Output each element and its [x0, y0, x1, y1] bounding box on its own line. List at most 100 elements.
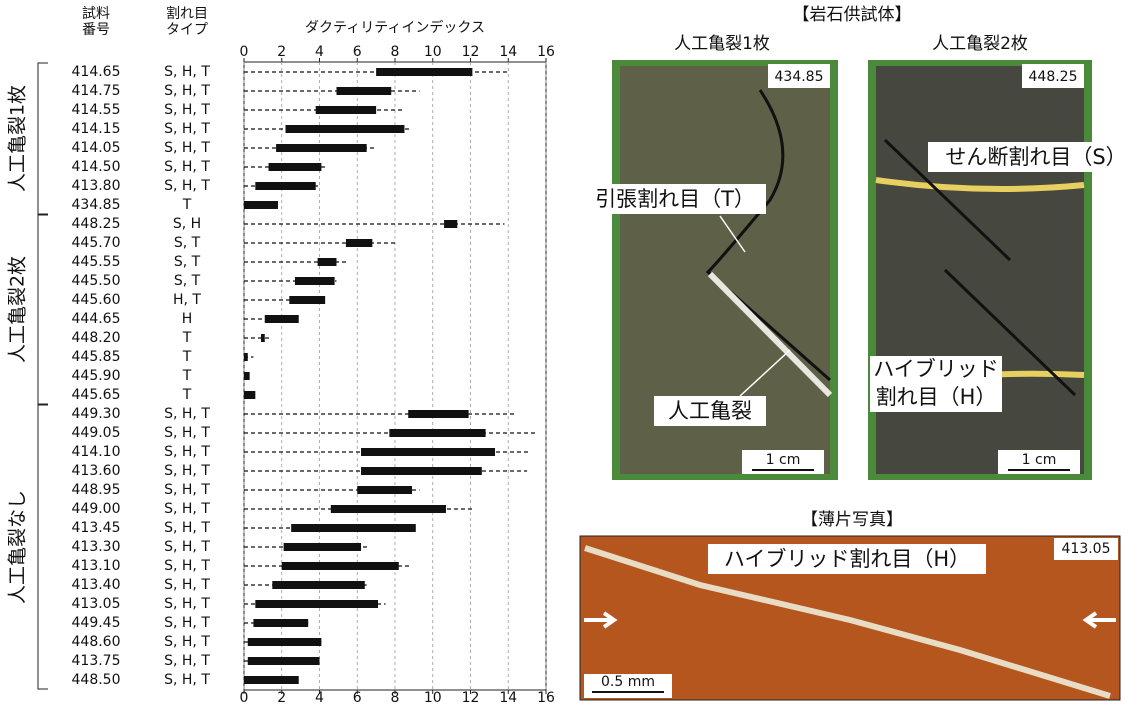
annotation: ハイブリッド	[873, 357, 999, 381]
sample-id: 414.10	[72, 444, 121, 460]
sample-id: 413.45	[72, 520, 121, 536]
x-tick-label: 2	[277, 690, 286, 706]
fracture-type: S, H, T	[164, 539, 210, 555]
range-bar	[376, 68, 473, 76]
annotation: 人工亀裂	[668, 399, 752, 423]
sample-id: 445.70	[72, 235, 121, 251]
fracture-type: T	[182, 387, 192, 403]
sample-label: 434.85	[775, 69, 824, 85]
column-header: 番号	[82, 22, 110, 38]
sample-id: 445.90	[72, 368, 121, 384]
fracture-type: S, T	[174, 273, 201, 289]
fracture-type: T	[182, 330, 192, 346]
range-bar	[289, 296, 326, 304]
sample-id: 449.00	[72, 501, 121, 517]
fracture	[705, 89, 831, 382]
fracture-type: S, H, T	[164, 577, 210, 593]
fracture	[883, 138, 1012, 262]
fracture-type: H, T	[173, 292, 201, 308]
range-bar	[268, 163, 322, 171]
group-bracket	[37, 62, 48, 215]
range-bar	[247, 657, 320, 665]
sample-id: 449.30	[72, 406, 121, 422]
annotation: 割れ目（H）	[876, 385, 997, 409]
range-bar	[253, 619, 309, 627]
group-bracket	[37, 214, 48, 405]
sample-id: 445.50	[72, 273, 121, 289]
label-box	[584, 184, 766, 214]
annotation: せん断割れ目（S）	[945, 145, 1126, 169]
range-bar	[276, 144, 367, 152]
range-bar	[361, 448, 496, 456]
arrow	[584, 611, 618, 629]
range-bar	[281, 562, 399, 570]
fracture-type: S, H, T	[164, 596, 210, 612]
sample-label: 448.25	[1029, 69, 1078, 85]
sample-id: 448.50	[72, 672, 121, 688]
sample-id: 448.95	[72, 482, 121, 498]
range-bar	[361, 467, 482, 475]
x-tick-label: 8	[391, 44, 400, 60]
fracture-type: S, H, T	[164, 425, 210, 441]
fracture-type: S, H, T	[164, 615, 210, 631]
fracture-type: S, H, T	[164, 64, 210, 80]
sample-id: 414.55	[72, 102, 121, 118]
x-tick-label: 12	[462, 690, 480, 706]
sample-id: 414.15	[72, 121, 121, 137]
fracture-type: S, H, T	[164, 501, 210, 517]
label-box	[928, 142, 1144, 172]
scale-label: 1 cm	[766, 452, 801, 468]
fracture-type: S, H	[173, 216, 201, 232]
fracture-type: T	[182, 349, 192, 365]
sample-id: 448.60	[72, 634, 121, 650]
range-bar	[315, 106, 377, 114]
fracture-type: H	[182, 311, 193, 327]
range-bar	[244, 372, 250, 380]
fracture-type: S, H, T	[164, 634, 210, 650]
range-bar	[294, 277, 335, 285]
panel-title: 【岩石供試体】	[793, 5, 912, 25]
sample-id: 448.25	[72, 216, 121, 232]
panel-title: 【薄片写真】	[801, 510, 903, 530]
label-box	[1022, 64, 1084, 88]
x-tick-label: 4	[315, 690, 324, 706]
fracture-type: S, H, T	[164, 672, 210, 688]
sample-id: 445.55	[72, 254, 121, 270]
fracture-type: S, H, T	[164, 406, 210, 422]
sample-id: 414.50	[72, 159, 121, 175]
annotation: 引張割れ目（T）	[595, 187, 755, 211]
range-bar	[444, 220, 458, 228]
fracture-type: S, H, T	[164, 140, 210, 156]
fracture	[584, 545, 1111, 699]
fracture-type: S, H, T	[164, 178, 210, 194]
photo-right: 448.25 せん断割れ目（S） ハイブリッド 割れ目（H） 1 cm	[868, 60, 1144, 480]
column-header: タイプ	[166, 22, 208, 38]
range-bar	[244, 391, 256, 399]
range-bar	[264, 315, 299, 323]
range-bar	[330, 505, 446, 513]
group-label: 人工亀裂1枚	[7, 85, 29, 192]
fracture-type: T	[182, 368, 192, 384]
sample-id: 444.65	[72, 311, 121, 327]
x-tick-label: 4	[315, 44, 324, 60]
x-tick-label: 10	[424, 44, 442, 60]
leader	[739, 349, 791, 397]
range-bar	[244, 676, 299, 684]
photo-title: 人工亀裂1枚	[674, 34, 770, 54]
x-tick-label: 14	[499, 44, 517, 60]
group-label: 人工亀裂2枚	[7, 256, 29, 363]
fracture-type: S, H, T	[164, 83, 210, 99]
label-box	[654, 396, 766, 426]
group-label: 人工亀裂なし	[7, 490, 29, 604]
range-bar	[317, 258, 337, 266]
range-bar	[389, 429, 486, 437]
range-bar	[285, 125, 405, 133]
sample-id: 413.80	[72, 178, 121, 194]
range-bar	[244, 201, 278, 209]
label-box	[768, 64, 830, 88]
band	[875, 177, 1085, 192]
artificial-crack	[707, 271, 833, 398]
range-bar	[283, 543, 362, 551]
range-bar	[357, 486, 412, 494]
